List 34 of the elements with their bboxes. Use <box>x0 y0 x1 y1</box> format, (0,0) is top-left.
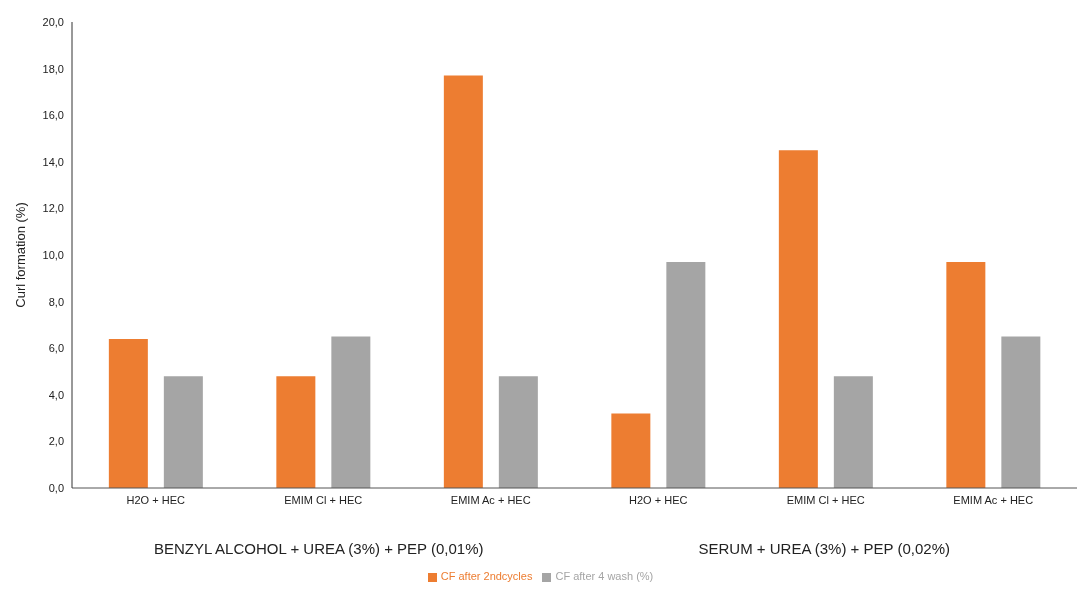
y-axis-title: Curl formation (%) <box>12 202 28 308</box>
legend-label: CF after 2ndcycles <box>440 570 533 582</box>
bar <box>611 413 651 488</box>
y-tick-label: 10,0 <box>42 248 64 261</box>
x-tick-label: EMIM Ac + HEC <box>450 493 531 506</box>
y-tick-label: 12,0 <box>42 202 64 215</box>
x-tick-label: H2O + HEC <box>126 493 185 506</box>
bar <box>163 376 203 488</box>
bar <box>331 336 371 488</box>
y-tick-label: 2,0 <box>48 435 64 448</box>
y-tick-label: 6,0 <box>48 342 64 355</box>
bar <box>833 376 873 488</box>
x-tick-label: H2O + HEC <box>629 493 688 506</box>
text: SERUM + UREA (3%) + PEP (0,02%) <box>697 540 951 557</box>
bar <box>778 150 818 488</box>
bar <box>946 261 986 488</box>
x-tick-label: EMIM Cl + HEC <box>284 493 363 506</box>
y-tick-label: 20,0 <box>42 15 64 28</box>
bar <box>498 376 538 488</box>
bar <box>108 338 148 488</box>
y-tick-label: 0,0 <box>48 481 64 494</box>
x-tick-label: EMIM Cl + HEC <box>786 493 865 506</box>
bar <box>443 75 483 488</box>
bar <box>1001 336 1041 488</box>
y-tick-label: 14,0 <box>42 155 64 168</box>
y-tick-label: 16,0 <box>42 109 64 122</box>
text: BENZYL ALCOHOL + UREA (3%) + PEP (0,01%) <box>152 540 485 557</box>
bar <box>276 376 316 488</box>
y-tick-label: 18,0 <box>42 62 64 75</box>
x-tick-label: EMIM Ac + HEC <box>953 493 1034 506</box>
bar <box>666 261 706 488</box>
legend-label: CF after 4 wash (%) <box>555 570 654 582</box>
y-tick-label: 4,0 <box>48 388 64 401</box>
y-tick-label: 8,0 <box>48 295 64 308</box>
